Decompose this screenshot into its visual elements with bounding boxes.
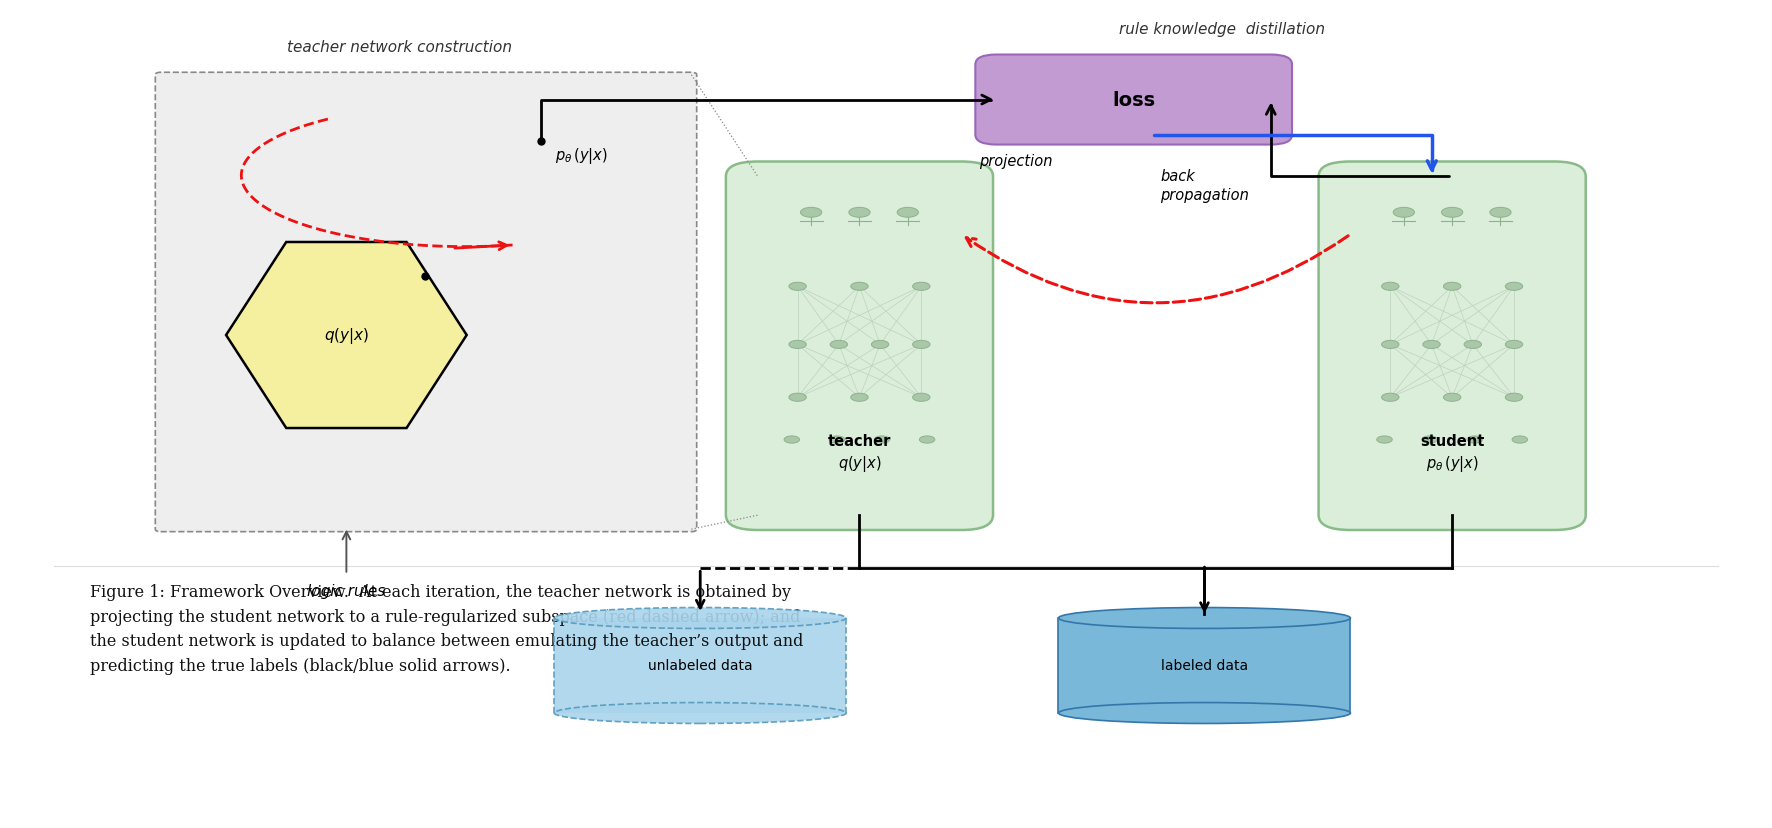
Circle shape xyxy=(783,436,799,444)
Bar xyxy=(555,619,847,713)
Circle shape xyxy=(1504,341,1522,349)
Text: logic rules: logic rules xyxy=(307,583,386,598)
Circle shape xyxy=(789,394,806,402)
Text: projection: projection xyxy=(978,154,1053,169)
Text: $q(y|x)$: $q(y|x)$ xyxy=(324,325,369,345)
Circle shape xyxy=(1441,208,1462,218)
Circle shape xyxy=(897,208,918,218)
Circle shape xyxy=(1393,208,1414,218)
Circle shape xyxy=(1512,436,1527,444)
Circle shape xyxy=(849,208,870,218)
Circle shape xyxy=(1464,341,1481,349)
Ellipse shape xyxy=(555,608,847,628)
FancyBboxPatch shape xyxy=(975,55,1292,146)
Circle shape xyxy=(829,341,847,349)
Text: Figure 1: Framework Overview.  At each iteration, the teacher network is obtaine: Figure 1: Framework Overview. At each it… xyxy=(90,583,803,675)
Circle shape xyxy=(1382,394,1400,402)
Polygon shape xyxy=(227,243,466,429)
Text: $p_\theta\,(y|x)$: $p_\theta\,(y|x)$ xyxy=(555,146,608,166)
Text: rule knowledge  distillation: rule knowledge distillation xyxy=(1120,22,1325,37)
Text: loss: loss xyxy=(1113,91,1155,110)
Circle shape xyxy=(1382,283,1400,291)
Circle shape xyxy=(1504,394,1522,402)
Circle shape xyxy=(1377,436,1393,444)
Circle shape xyxy=(1444,394,1460,402)
Circle shape xyxy=(1421,436,1437,444)
Bar xyxy=(1058,619,1350,713)
Circle shape xyxy=(1490,208,1512,218)
Text: student
$p_\theta\,(y|x)$: student $p_\theta\,(y|x)$ xyxy=(1419,433,1485,474)
Circle shape xyxy=(829,436,845,444)
FancyBboxPatch shape xyxy=(1318,162,1586,531)
Ellipse shape xyxy=(555,703,847,724)
Text: unlabeled data: unlabeled data xyxy=(649,659,753,672)
Circle shape xyxy=(851,394,868,402)
Circle shape xyxy=(1444,283,1460,291)
Circle shape xyxy=(874,436,890,444)
Circle shape xyxy=(789,283,806,291)
Text: teacher network construction: teacher network construction xyxy=(287,40,512,55)
Circle shape xyxy=(1382,341,1400,349)
Text: teacher
$q(y|x)$: teacher $q(y|x)$ xyxy=(828,433,891,474)
Circle shape xyxy=(872,341,890,349)
Circle shape xyxy=(789,341,806,349)
Circle shape xyxy=(913,341,930,349)
Circle shape xyxy=(913,283,930,291)
Ellipse shape xyxy=(1058,608,1350,628)
Circle shape xyxy=(1467,436,1483,444)
Text: labeled data: labeled data xyxy=(1161,659,1247,672)
Ellipse shape xyxy=(1058,703,1350,724)
Circle shape xyxy=(1423,341,1441,349)
Circle shape xyxy=(851,283,868,291)
Text: back
propagation: back propagation xyxy=(1161,169,1249,203)
FancyBboxPatch shape xyxy=(727,162,992,531)
Circle shape xyxy=(801,208,822,218)
Circle shape xyxy=(913,394,930,402)
Circle shape xyxy=(1504,283,1522,291)
Circle shape xyxy=(920,436,936,444)
FancyBboxPatch shape xyxy=(156,73,696,532)
